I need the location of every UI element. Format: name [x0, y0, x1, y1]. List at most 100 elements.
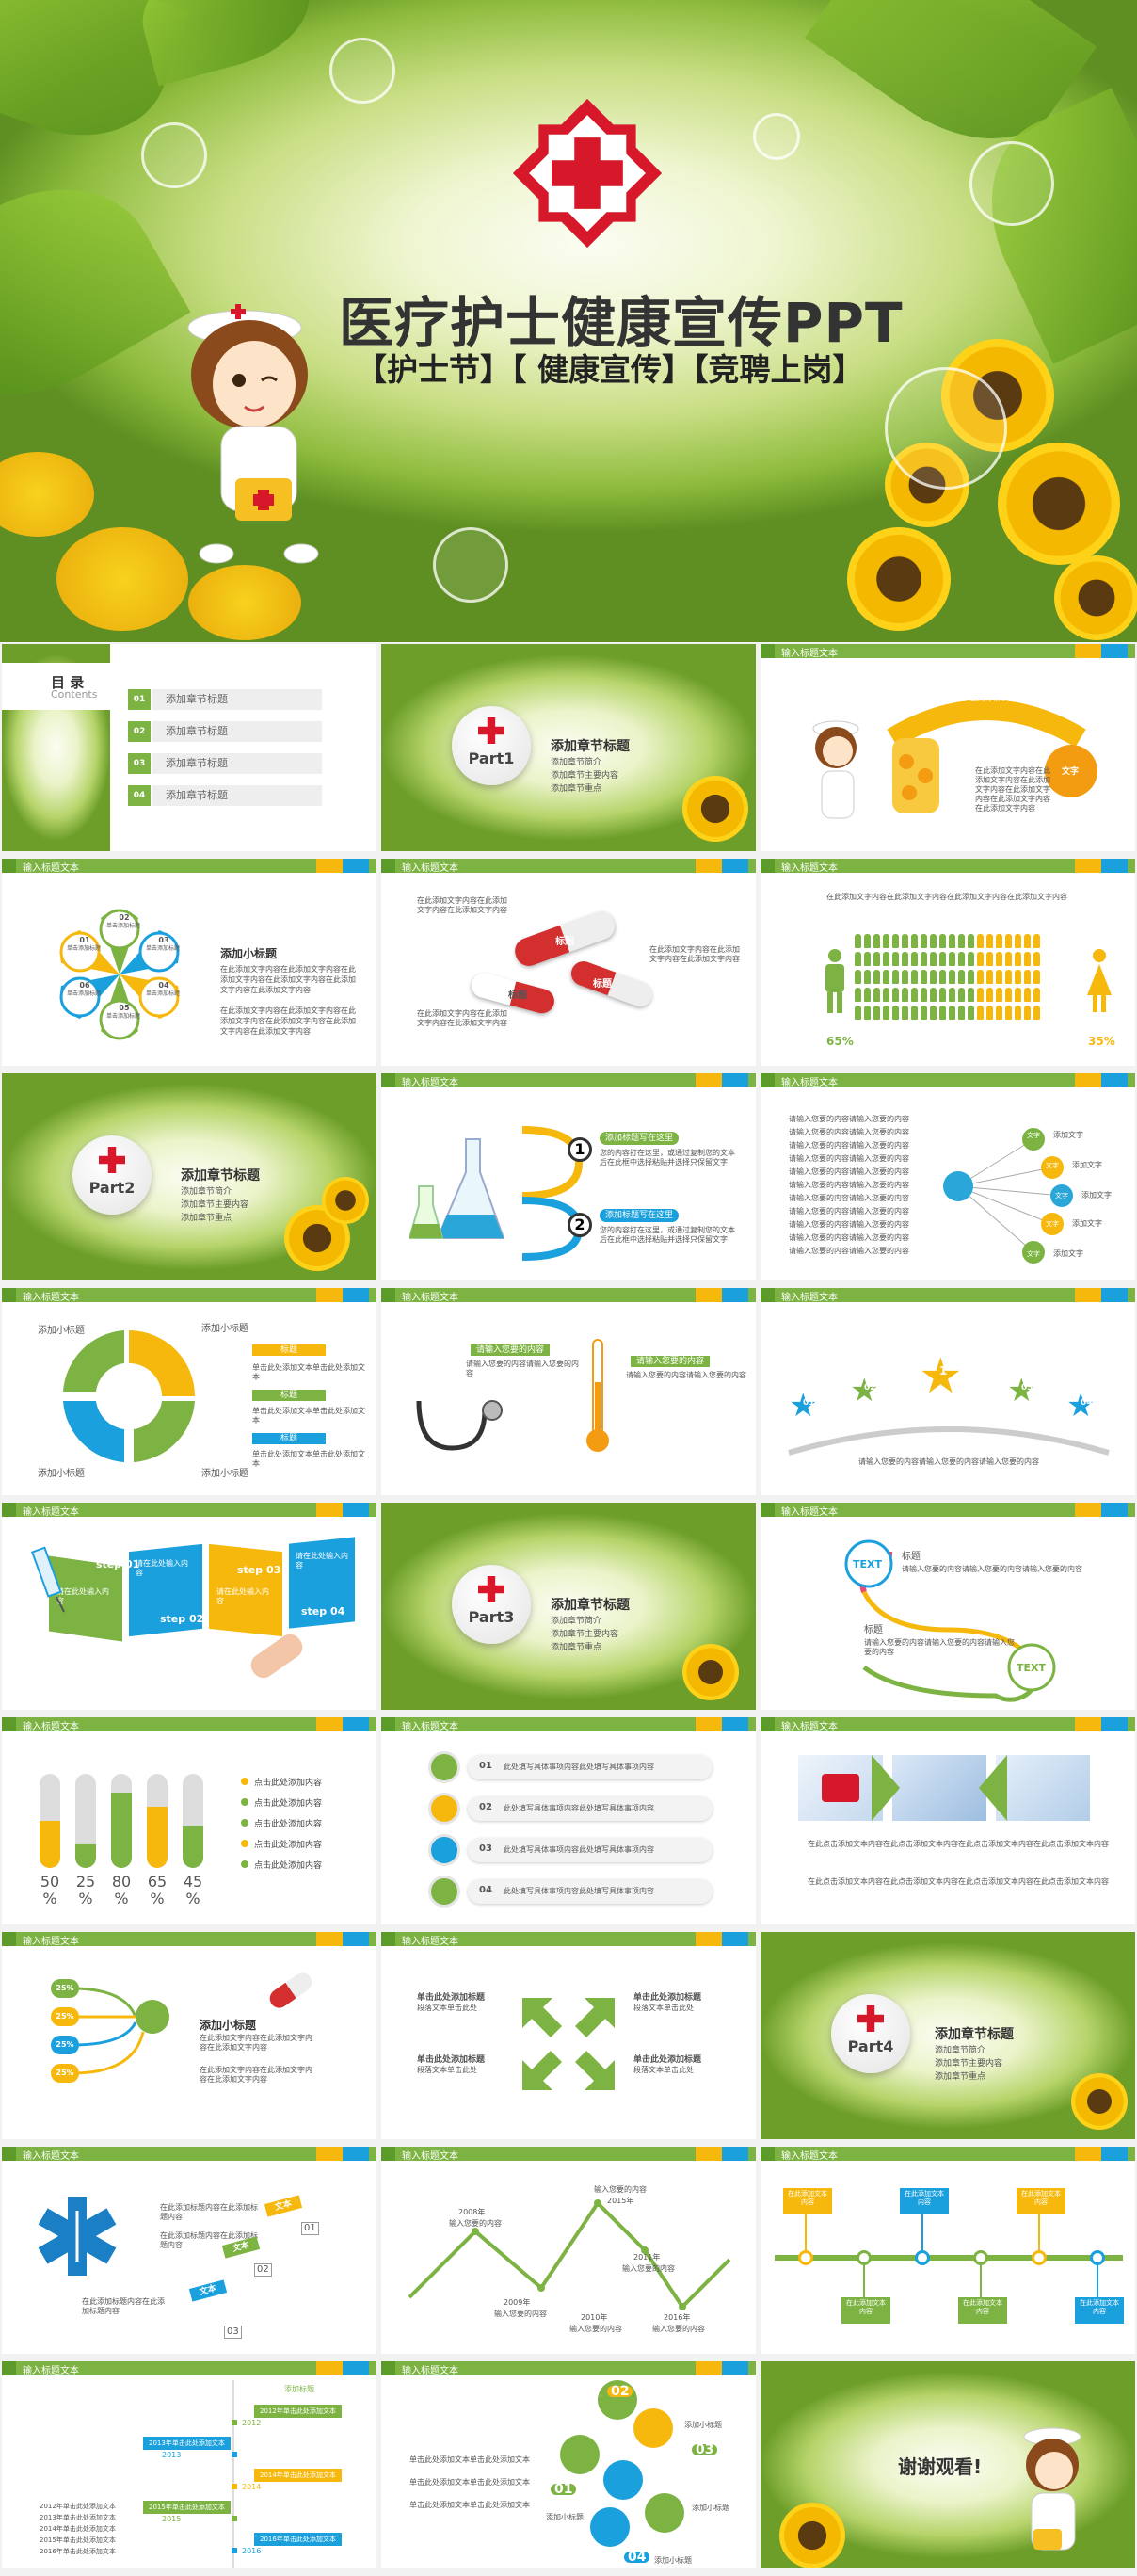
year-tick-dot — [232, 2548, 237, 2553]
thanks-text: 谢谢观看! — [898, 2455, 983, 2478]
percent-pill: 25% — [51, 2036, 79, 2054]
person-icon — [1005, 988, 1012, 1002]
person-icon — [855, 952, 861, 966]
snake-paragraph: 单击此处添加文本单击此处添加文本 — [409, 2501, 530, 2509]
list-number: 03 — [479, 1843, 492, 1854]
bar-item-label[interactable]: 点击此处添加内容 — [254, 1779, 323, 1788]
arrow-paragraph: 段落文本单击此处 — [633, 2066, 694, 2074]
arrows-slide: 输入标题文本 单击此处添加标题 段落文本单击此处 单击此处添加标题 段落文本单击… — [381, 1932, 756, 2139]
progress-bar — [111, 1774, 132, 1868]
part1-slide: Part1 添加章节标题 添加章节简介 添加章节主要内容 添加章节重点 — [381, 644, 756, 851]
person-icon — [986, 952, 993, 966]
step-paragraph: 请在此处输入内容 — [56, 1587, 109, 1605]
percent-pill: 25% — [51, 2007, 79, 2026]
star-of-life-icon — [38, 2197, 117, 2276]
toc-item-label[interactable]: 添加章节标题 — [152, 785, 322, 806]
snake-node — [560, 2435, 600, 2474]
bullet-dot — [241, 1819, 248, 1827]
person-icon — [968, 952, 974, 966]
section-title: 添加章节标题 — [551, 1598, 630, 1613]
year-bar: 2015年单击此处添加文本 — [143, 2501, 231, 2514]
percent-pill: 25% — [51, 1979, 79, 1998]
ring-tag: 标题 — [252, 1344, 327, 1356]
list-text[interactable]: 此处填写具体事项内容此处填写具体事项内容 — [504, 1763, 654, 1771]
person-icon — [1015, 952, 1021, 966]
timeline-stem — [805, 2214, 807, 2250]
timeline-node — [857, 2250, 872, 2265]
person-icon — [986, 934, 993, 948]
person-icon — [939, 934, 946, 948]
part-label: Part1 — [468, 749, 515, 767]
ring-tag: 标题 — [252, 1433, 327, 1444]
person-icon — [1033, 970, 1040, 984]
photo-nurses — [996, 1755, 1090, 1821]
year-tick: 2014 — [242, 2483, 262, 2491]
sunflower-decoration — [847, 527, 951, 631]
progress-bar — [147, 1774, 168, 1868]
photo-doctors — [892, 1755, 986, 1821]
nurse-mini-icon — [812, 720, 859, 819]
progress-bar — [183, 1774, 203, 1868]
person-icon — [902, 934, 908, 948]
bar-item-label[interactable]: 点击此处添加内容 — [254, 1799, 323, 1809]
petal-label: 单击添加标题 — [106, 923, 141, 929]
person-icon — [977, 934, 984, 948]
person-icon — [864, 970, 871, 984]
timeline-stem — [1097, 2265, 1098, 2301]
section-item: 添加章节简介 — [181, 1187, 232, 1197]
person-icon — [911, 970, 918, 984]
list-text[interactable]: 此处填写具体事项内容此处填写具体事项内容 — [504, 1887, 654, 1895]
arc-slide: 输入标题文本 添在此添加文字内容 文字 在此添加文字内容在此添加文字内容在此添加… — [761, 644, 1135, 851]
list-text[interactable]: 此处填写具体事项内容此处填写具体事项内容 — [504, 1845, 654, 1854]
person-icon — [892, 970, 899, 984]
bar-item-label[interactable]: 点击此处添加内容 — [254, 1841, 323, 1850]
ring-slide: 输入标题文本 添加小标题 添加小标题 添加小标题 添加小标题 标题 单击此处添加… — [2, 1288, 376, 1495]
part4-slide: Part4 添加章节标题 添加章节简介 添加章节主要内容 添加章节重点 — [761, 1932, 1135, 2139]
bar-item-label[interactable]: 点击此处添加内容 — [254, 1820, 323, 1829]
person-icon — [986, 1006, 993, 1020]
step-label: step 01 — [96, 1558, 140, 1570]
petals-slide: 输入标题文本 添加小标题 在此添加文字内容在此添加文字内容在此添加文字内容在此添… — [2, 859, 376, 1066]
percent-label: 25 % — [75, 1873, 96, 1908]
toc-item-label[interactable]: 添加章节标题 — [152, 689, 322, 710]
step-number: 1 — [568, 1137, 592, 1162]
mind-paragraph: 请输入您要的内容请输入您要的内容 — [789, 1247, 909, 1255]
year-label: 2008年 — [458, 2208, 486, 2216]
tree-paragraph: 在此添加文字内容在此添加文字内容在此添加文字内容 — [200, 2034, 312, 2052]
person-icon — [996, 934, 1002, 948]
mind-paragraph: 请输入您要的内容请输入您要的内容 — [789, 1181, 909, 1189]
year-label: 2010年 — [581, 2313, 608, 2322]
person-icon — [939, 970, 946, 984]
person-icon — [930, 970, 937, 984]
person-icon — [873, 952, 880, 966]
timeline-stem — [980, 2265, 982, 2301]
petal-number: 01 — [79, 936, 90, 944]
year-note: 输入您要的内容 — [594, 2185, 647, 2194]
year-note: 2016年单击此处添加文本 — [40, 2548, 116, 2555]
star-number: 1 — [939, 1364, 948, 1377]
person-icon — [883, 1006, 889, 1020]
star-icon: ★ — [789, 1387, 818, 1425]
bar-item-label[interactable]: 点击此处添加内容 — [254, 1861, 323, 1871]
leaf-decoration — [129, 0, 323, 87]
mind-paragraph: 请输入您要的内容请输入您要的内容 — [789, 1233, 909, 1242]
toc-item-label[interactable]: 添加章节标题 — [152, 753, 322, 774]
sunflower-decoration — [998, 443, 1120, 565]
part-badge: Part2 — [72, 1135, 152, 1215]
list-text[interactable]: 此处填写具体事项内容此处填写具体事项内容 — [504, 1804, 654, 1812]
person-icon — [1005, 952, 1012, 966]
year-note: 2012年单击此处添加文本 — [40, 2503, 116, 2510]
section-item: 添加章节主要内容 — [181, 1200, 249, 1210]
part-badge: Part1 — [452, 706, 531, 785]
person-icon — [902, 952, 908, 966]
flower-decoration — [56, 527, 188, 631]
year-label: 2011年 — [633, 2253, 661, 2262]
person-icon — [930, 988, 937, 1002]
list-number: 01 — [479, 1761, 492, 1771]
toc-item-label[interactable]: 添加章节标题 — [152, 721, 322, 742]
mind-paragraph: 请输入您要的内容请输入您要的内容 — [789, 1220, 909, 1229]
list-number: 04 — [479, 1885, 492, 1895]
person-icon — [855, 970, 861, 984]
snake-number: 02 — [607, 2385, 633, 2398]
section-item: 添加章节重点 — [181, 1214, 232, 1223]
